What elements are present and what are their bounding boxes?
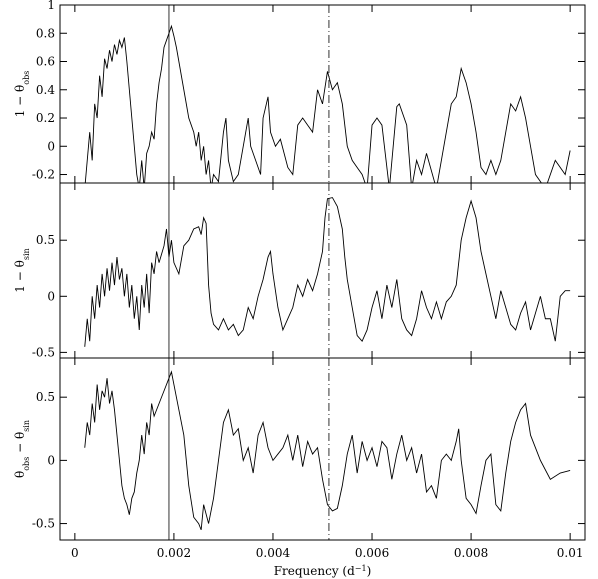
label-part: Frequency (d bbox=[274, 564, 355, 578]
label-part: θ bbox=[13, 471, 27, 478]
y-tick-label: -0.5 bbox=[32, 345, 55, 359]
y-tick-label: 0 bbox=[47, 453, 55, 467]
label-part: − θ bbox=[13, 432, 27, 457]
x-tick-label: 0.008 bbox=[454, 546, 488, 560]
panel-frame bbox=[59, 357, 586, 541]
x-tick-label: 0.01 bbox=[557, 546, 584, 560]
data-line bbox=[84, 24, 571, 183]
y-axis-label: 1 − θsin bbox=[13, 248, 31, 292]
y-tick-label: 0.5 bbox=[36, 233, 55, 247]
data-line bbox=[84, 197, 571, 347]
panel-frame bbox=[59, 182, 586, 359]
x-tick-label: 0.006 bbox=[355, 546, 389, 560]
label-part: sin bbox=[22, 248, 31, 260]
x-axis-label: Frequency (d−1) bbox=[274, 564, 372, 579]
data-line bbox=[84, 370, 571, 531]
label-part: obs bbox=[22, 457, 31, 471]
label-part: 1 − θ bbox=[13, 85, 27, 118]
y-tick-label: 0.2 bbox=[36, 111, 55, 125]
y-tick-label: -0.5 bbox=[32, 517, 55, 531]
y-axis-label: 1 − θobs bbox=[13, 71, 31, 118]
y-tick-label: 0.6 bbox=[36, 55, 55, 69]
x-tick-label: 0.004 bbox=[256, 546, 291, 560]
y-axis-label: θobs − θsin bbox=[13, 420, 31, 478]
label-part: ) bbox=[367, 564, 372, 578]
panel-frame bbox=[59, 4, 586, 184]
y-tick-label: 0.4 bbox=[36, 83, 55, 97]
y-tick-label: 0 bbox=[47, 139, 55, 153]
x-tick-label: 0.002 bbox=[157, 546, 191, 560]
y-tick-label: 0.8 bbox=[36, 26, 55, 40]
label-part: 1 − θ bbox=[13, 260, 27, 293]
y-tick-label: -0.2 bbox=[32, 168, 55, 182]
y-tick-label: 0 bbox=[47, 289, 55, 303]
y-tick-label: 1 bbox=[47, 0, 55, 12]
label-part: sin bbox=[22, 420, 31, 432]
y-tick-label: 0.5 bbox=[36, 390, 55, 404]
x-tick-label: 0 bbox=[71, 546, 79, 560]
label-part: obs bbox=[22, 71, 31, 85]
label-part: −1 bbox=[355, 564, 367, 573]
